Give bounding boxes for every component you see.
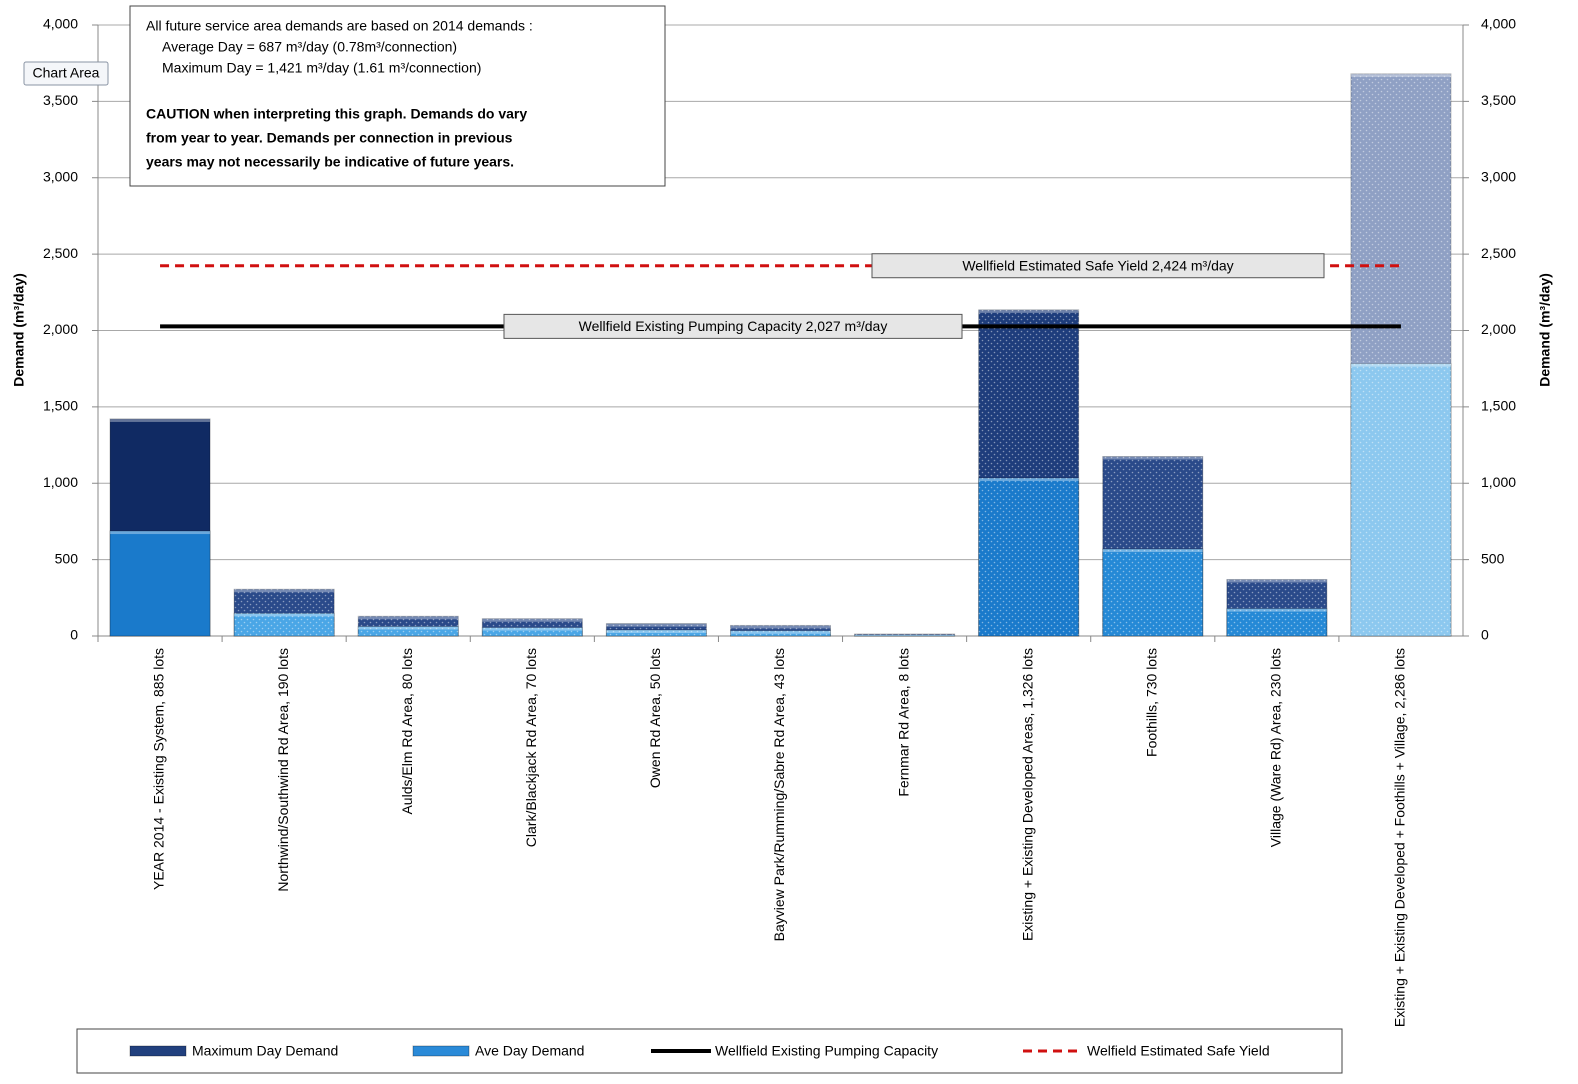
legend-label: Wellfield Existing Pumping Capacity [715, 1043, 938, 1059]
x-tick-label: Clark/Blackjack Rd Area, 70 lots [523, 648, 539, 847]
bar-texture [1102, 549, 1203, 636]
bar-cap [1226, 608, 1327, 612]
tooltip-box [23, 61, 109, 86]
x-tick-label: Village (Ware Rd) Area, 230 lots [1268, 648, 1284, 847]
x-tick-label: Northwind/Southwind Rd Area, 190 lots [275, 648, 291, 892]
bar-texture [234, 613, 335, 636]
x-tick-label: YEAR 2014 - Existing System, 885 lots [151, 648, 167, 890]
bar-cap [1226, 579, 1327, 583]
bar-texture [854, 634, 955, 636]
reference-label: Wellfield Estimated Safe Yield 2,424 m³/… [962, 257, 1233, 273]
y-tick-label: 2,500 [43, 245, 78, 261]
bar-texture [482, 627, 583, 636]
x-tick-label: Foothills, 730 lots [1143, 648, 1159, 757]
legend-swatch [129, 1045, 187, 1057]
y-tick-label: 0 [70, 627, 78, 643]
x-tick-label: Aulds/Elm Rd Area, 80 lots [399, 648, 415, 815]
y2-tick-label: 1,500 [1481, 398, 1516, 414]
legend-label: Ave Day Demand [475, 1043, 584, 1059]
x-tick-label: Existing + Existing Developed Areas, 1,3… [1019, 648, 1035, 941]
bar-cap [978, 309, 1079, 313]
x-tick-label: Existing + Existing Developed + Foothill… [1392, 648, 1408, 1027]
bar-texture [978, 478, 1079, 636]
bar-cap [358, 626, 459, 630]
y-tick-label: 1,500 [43, 398, 78, 414]
bar-cap [110, 531, 211, 535]
y2-axis-title: Demand (m³/day) [1537, 273, 1553, 387]
y-tick-label: 500 [55, 550, 79, 566]
legend-label: Maximum Day Demand [192, 1043, 338, 1059]
y2-tick-label: 0 [1481, 627, 1489, 643]
bar-cap [482, 627, 583, 631]
bar-cap [358, 616, 459, 620]
note-line: Average Day = 687 m³/day (0.78m³/connect… [162, 39, 457, 55]
bar-texture [854, 635, 955, 636]
bar-cap [730, 630, 831, 634]
bar [109, 530, 211, 637]
note-box [129, 5, 666, 187]
y-tick-label: 1,000 [43, 474, 78, 490]
y-tick-label: 4,000 [43, 16, 78, 32]
bar-cap [1350, 73, 1451, 77]
note-line: Maximum Day = 1,421 m³/day (1.61 m³/conn… [162, 60, 481, 76]
bar-cap [482, 618, 583, 622]
bar-cap [234, 613, 335, 617]
bar-cap [606, 630, 707, 634]
bar-texture [730, 630, 831, 636]
bar-cap [978, 478, 1079, 482]
caution-line: from year to year. Demands per connectio… [146, 130, 513, 146]
y-tick-label: 3,000 [43, 168, 78, 184]
caution-line: CAUTION when interpreting this graph. De… [146, 106, 527, 122]
y2-tick-label: 4,000 [1481, 16, 1516, 32]
bar-cap [1102, 549, 1203, 553]
y-tick-label: 2,000 [43, 321, 78, 337]
y-tick-label: 3,500 [43, 92, 78, 108]
legend-label: Welfield Estimated Safe Yield [1087, 1043, 1270, 1059]
bar-cap [606, 623, 707, 627]
y2-tick-label: 500 [1481, 550, 1505, 566]
reference-label-box [871, 253, 1325, 279]
tooltip-text: Chart Area [33, 65, 100, 81]
bar-texture [606, 630, 707, 636]
bar-texture [1350, 363, 1451, 636]
y2-tick-label: 2,000 [1481, 321, 1516, 337]
x-tick-label: Fernmar Rd Area, 8 lots [895, 648, 911, 797]
bar-cap [1350, 363, 1451, 367]
caution-line: years may not necessarily be indicative … [146, 154, 514, 170]
y2-tick-label: 3,500 [1481, 92, 1516, 108]
reference-label-box [503, 313, 963, 339]
bar-cap [1102, 456, 1203, 460]
bar-cap [234, 589, 335, 593]
bar-cap [854, 634, 955, 636]
reference-label: Wellfield Existing Pumping Capacity 2,02… [579, 318, 888, 334]
y-axis-title: Demand (m³/day) [11, 273, 27, 387]
bar-texture [1226, 608, 1327, 636]
x-tick-label: Owen Rd Area, 50 lots [647, 648, 663, 788]
y2-tick-label: 1,000 [1481, 474, 1516, 490]
y2-tick-label: 3,000 [1481, 168, 1516, 184]
y2-tick-label: 2,500 [1481, 245, 1516, 261]
bar-cap [730, 625, 831, 629]
bar-texture [730, 625, 831, 636]
bar-cap [110, 418, 211, 422]
bar-cap [854, 635, 955, 636]
legend-swatch [412, 1045, 470, 1057]
x-tick-label: Bayview Park/Rumming/Sabre Rd Area, 43 l… [771, 648, 787, 941]
note-line: All future service area demands are base… [146, 18, 533, 34]
bar-texture [358, 626, 459, 636]
